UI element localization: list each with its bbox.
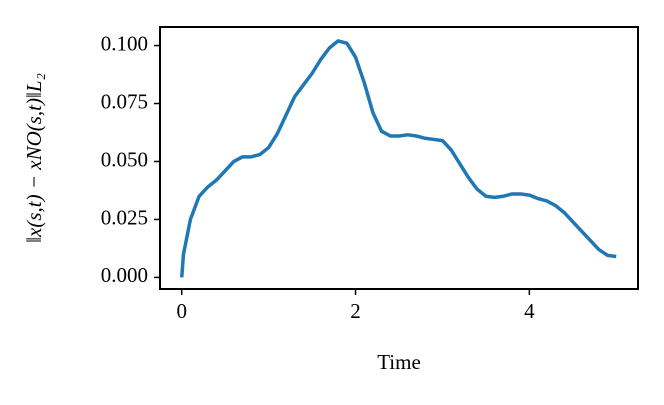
y-tick-label: 0.075	[101, 89, 148, 113]
x-tick-label: 0	[176, 299, 187, 323]
x-tick-label: 4	[524, 299, 535, 323]
x-axis-label: Time	[377, 350, 421, 374]
line	[179, 39, 617, 278]
y-tick-label: 0.000	[101, 263, 148, 287]
plot-frame	[159, 26, 639, 290]
y-axis-label: ‖x(s,t) − xNO(s,t)‖L₂	[22, 73, 46, 243]
y-tick-label: 0.100	[101, 31, 148, 55]
y-tick-label: 0.050	[101, 147, 148, 171]
x-tick-label: 2	[350, 299, 361, 323]
y-tick-label: 0.025	[101, 205, 148, 229]
